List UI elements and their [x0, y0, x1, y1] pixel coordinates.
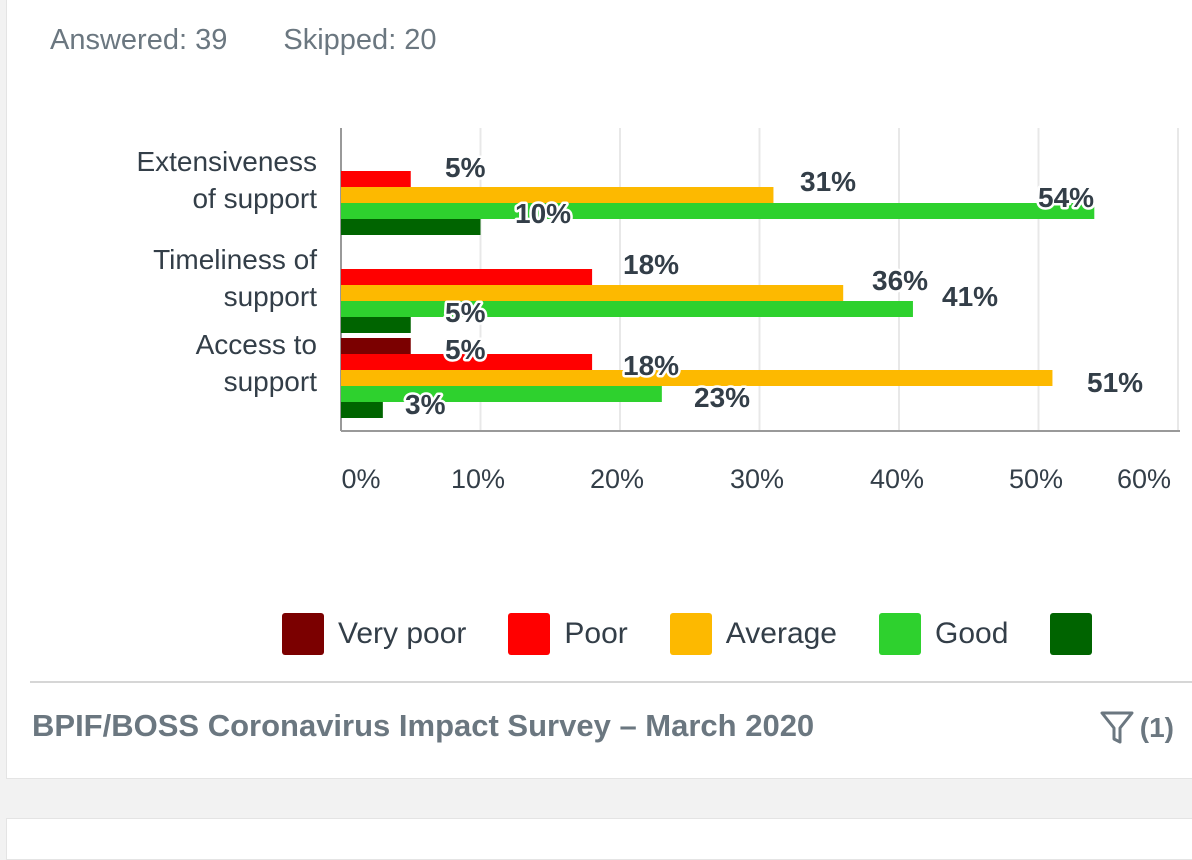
data-label: 10% [515, 198, 571, 229]
data-label: 18% [623, 249, 679, 280]
data-label: 5% [445, 334, 486, 365]
bar [341, 317, 411, 333]
legend-item[interactable]: Average [669, 613, 837, 655]
data-label: 5% [445, 297, 486, 328]
legend-item[interactable]: Poor [508, 613, 628, 655]
data-label: 41% [942, 281, 998, 312]
data-label: 36% [872, 265, 928, 296]
bar [341, 354, 593, 370]
bar [341, 301, 913, 317]
filter-icon [1100, 711, 1134, 744]
data-label: 23% [694, 382, 750, 413]
bar [341, 171, 411, 187]
x-tick-label: 10% [451, 464, 505, 494]
chart-legend: Very poor Poor Average Good [282, 612, 1148, 656]
bar [341, 386, 662, 402]
legend-swatch [1050, 613, 1093, 655]
data-label: 18% [623, 350, 679, 381]
category-label: support [224, 366, 318, 397]
divider [30, 681, 1192, 683]
legend-swatch [282, 613, 324, 655]
legend-item[interactable]: Good [879, 613, 1008, 655]
filter-count: (1) [1139, 712, 1174, 743]
x-tick-label: 0% [341, 464, 380, 494]
legend-label: Very poor [338, 617, 467, 650]
bar [341, 219, 481, 235]
legend-label: Average [725, 617, 837, 650]
next-question-card [6, 818, 1192, 860]
bar [341, 285, 844, 301]
legend-label: Poor [564, 617, 628, 650]
skipped-count: Skipped: 20 [283, 24, 437, 56]
response-stats: Answered: 39 Skipped: 20 [50, 24, 485, 57]
data-label: 5% [445, 152, 486, 183]
legend-item[interactable]: Very poor [282, 613, 466, 655]
bar [341, 338, 411, 354]
legend-item[interactable] [1050, 613, 1106, 655]
bar [341, 402, 383, 418]
answered-count: Answered: 39 [50, 24, 228, 56]
legend-swatch [508, 613, 551, 655]
legend-swatch [669, 613, 712, 655]
bar-chart: 0% 10% 20% 30% 40% 50% 60% Extensiveness of supp… [136, 128, 1180, 494]
x-tick-label: 20% [590, 464, 644, 494]
bar [341, 203, 1095, 219]
x-tick-label: 50% [1009, 464, 1063, 494]
data-label: 31% [800, 166, 856, 197]
x-tick-label: 30% [730, 464, 784, 494]
bar [341, 269, 593, 285]
category-label: Access to [196, 329, 317, 360]
data-label: 51% [1087, 367, 1143, 398]
data-label: 54% [1038, 182, 1094, 213]
category-label: Extensiveness [136, 146, 317, 177]
survey-title: BPIF/BOSS Coronavirus Impact Survey – Ma… [32, 708, 815, 743]
data-label: 3% [405, 389, 446, 420]
category-label: Timeliness of [153, 244, 317, 275]
legend-swatch [879, 613, 921, 655]
bar [341, 187, 774, 203]
filter-button[interactable]: (1) [1100, 710, 1174, 746]
x-tick-label: 40% [870, 464, 924, 494]
category-label: of support [192, 183, 317, 214]
x-tick-label: 60% [1117, 464, 1171, 494]
category-label: support [224, 281, 318, 312]
bar [341, 370, 1053, 386]
legend-label: Good [935, 617, 1009, 650]
